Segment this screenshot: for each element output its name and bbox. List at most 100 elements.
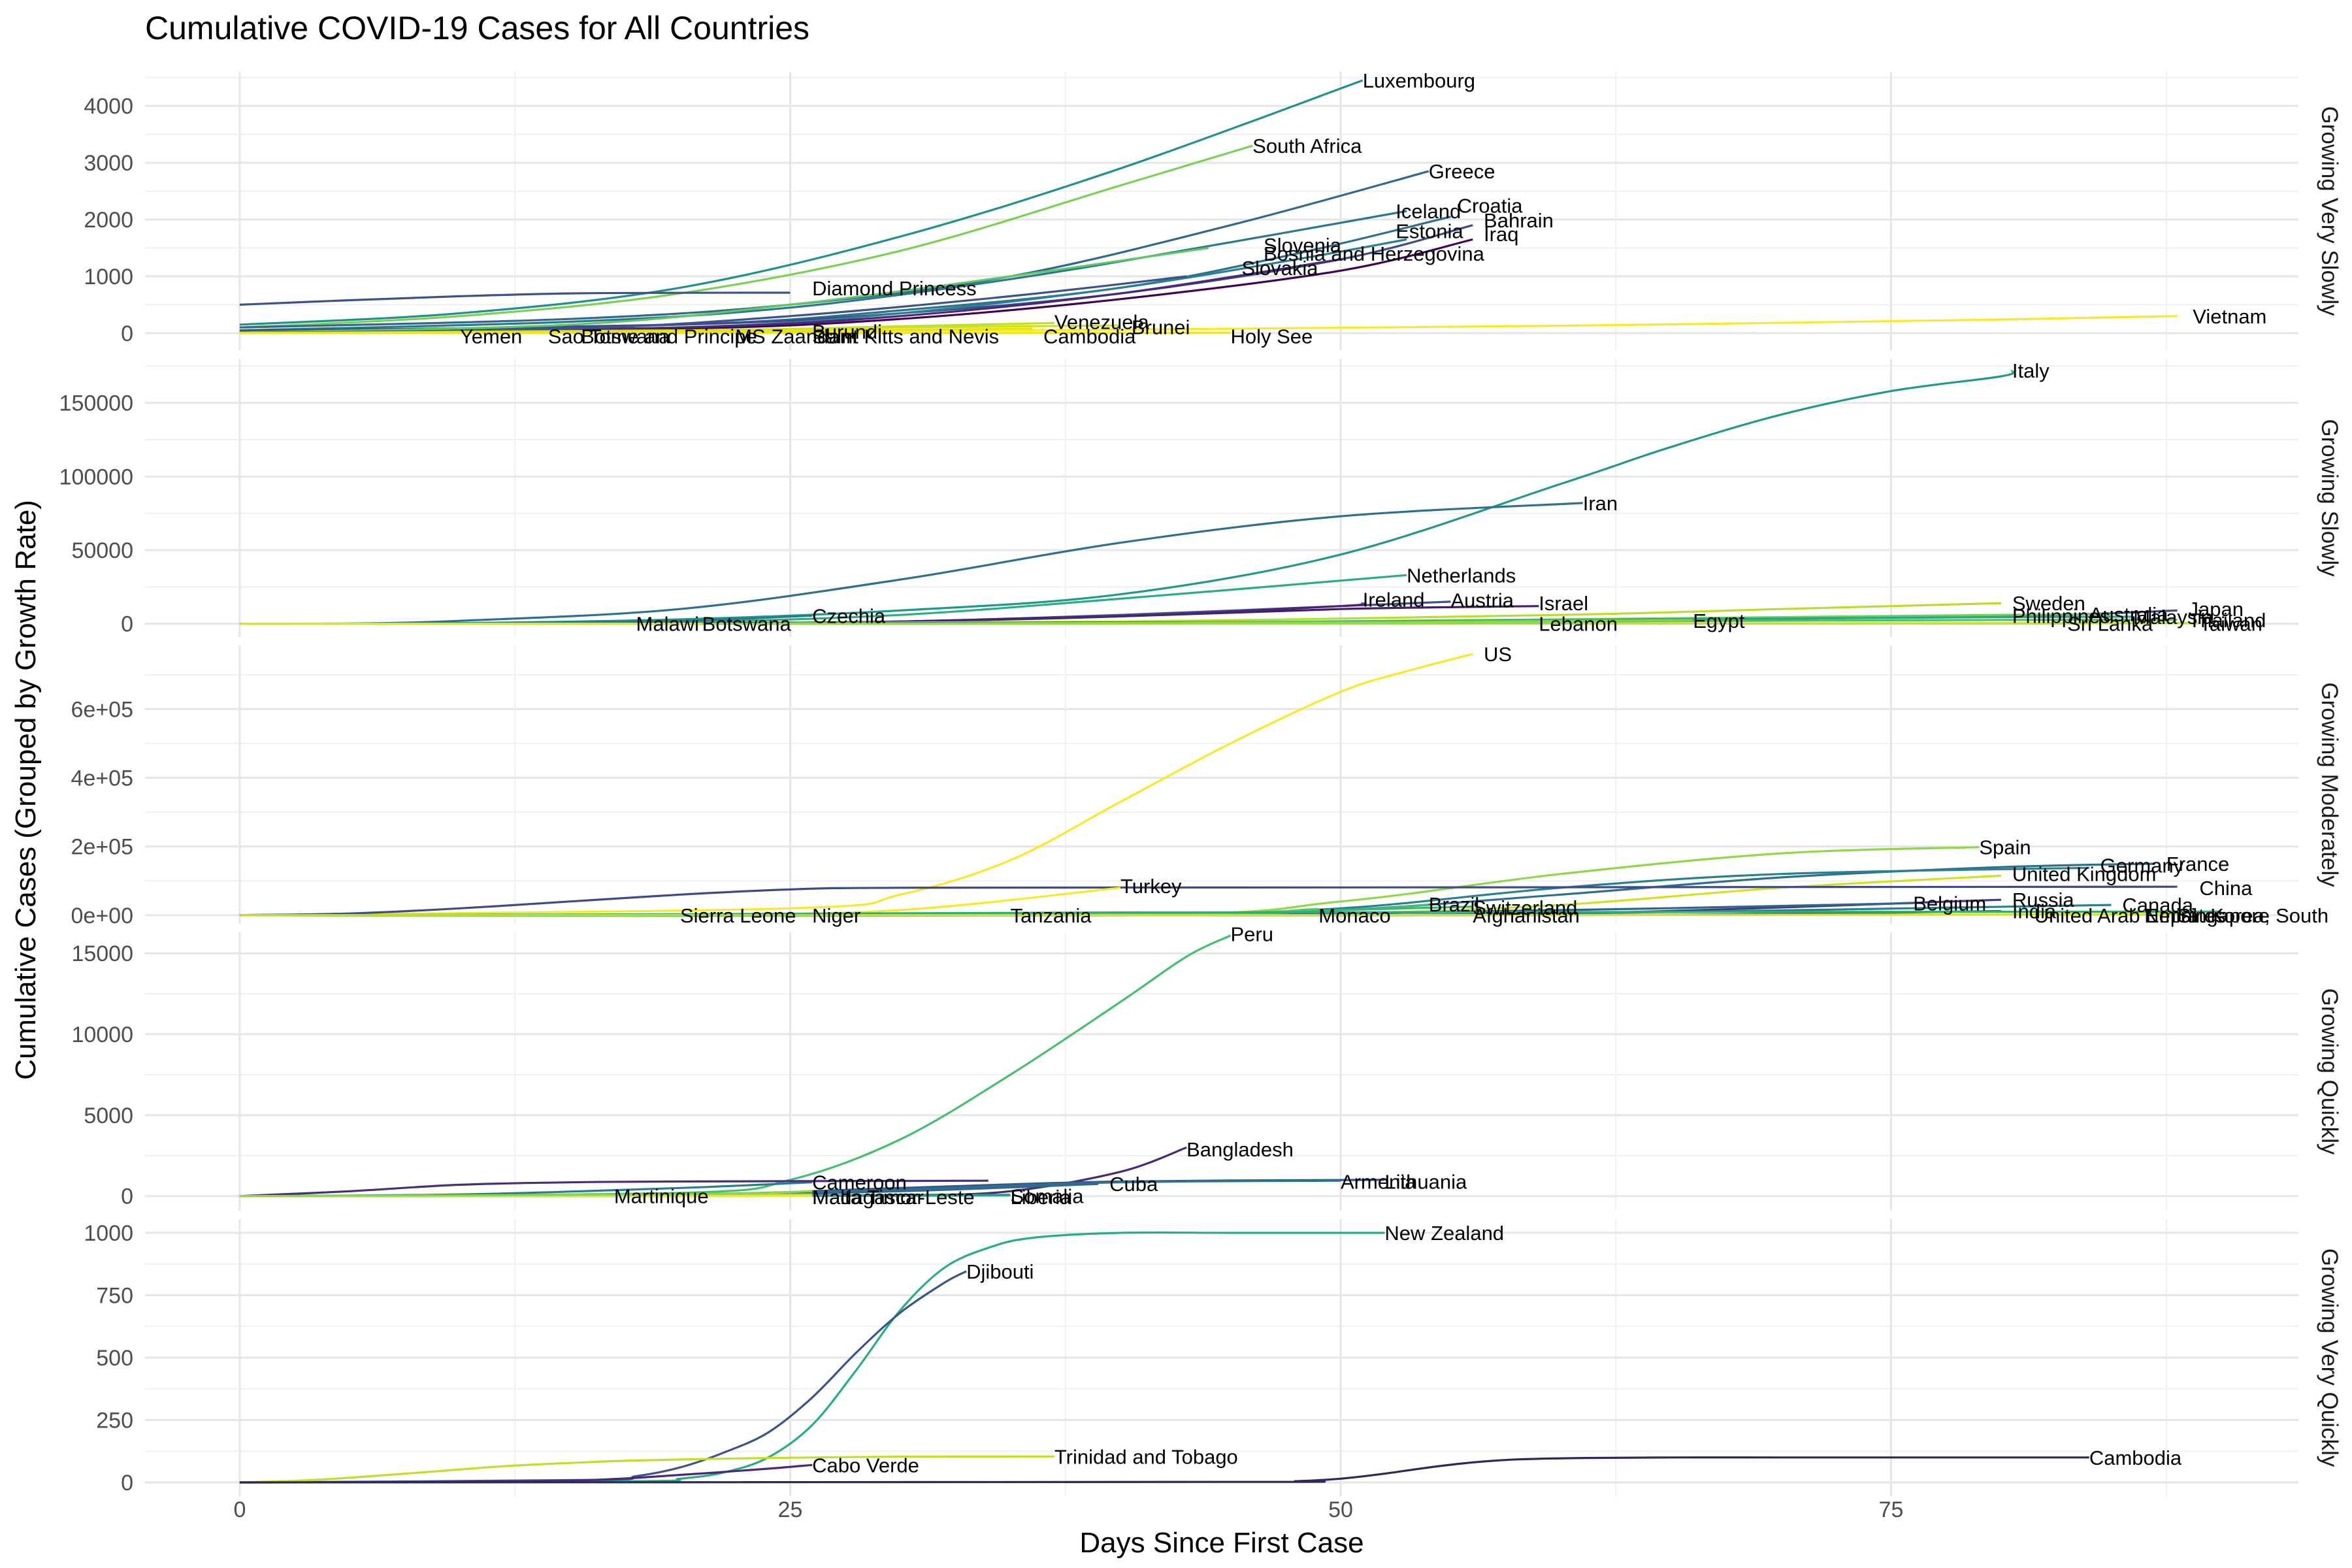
series-label: Botswana	[702, 613, 792, 636]
series-label: Bangladesh	[1186, 1138, 1294, 1161]
series-label: Djibouti	[966, 1260, 1034, 1283]
series-label: Croatia	[1458, 194, 1524, 217]
series-label: Yemen	[460, 325, 522, 348]
series-label: Malaysia	[2133, 606, 2213, 629]
series-label: Singapore	[2178, 904, 2270, 927]
y-tick-label: 1000	[84, 1221, 133, 1246]
series-label: Sao Tome and Principe	[548, 325, 757, 348]
series-line	[239, 170, 1429, 329]
series-label: Trinidad and Tobago	[1054, 1445, 1238, 1468]
series-label: Philippines	[2012, 604, 2110, 627]
y-tick-label: 3000	[84, 151, 133, 176]
y-tick-label: 100000	[59, 465, 133, 489]
series-label: Bahrain	[1484, 209, 1554, 232]
series-label: Vietnam	[2193, 305, 2266, 328]
strip-label: Growing Quickly	[2317, 988, 2342, 1155]
panels: 0 1000 2000 3000 4000 Luxembourg South Africa G…	[59, 69, 2342, 1496]
series-label: Italy	[2012, 359, 2050, 382]
series-label: Saint Kitts and Nevis	[812, 325, 999, 348]
chart-title: Cumulative COVID-19 Cases for All Countr…	[145, 10, 809, 46]
panel-3: 0 5000 10000 15000 Peru Bangladesh LithuaniaAr…	[71, 923, 2342, 1211]
series-label: Monaco	[1318, 904, 1390, 927]
series-label: US	[1484, 643, 1512, 666]
series-lines	[239, 369, 2200, 625]
series-label: Taiwan	[2199, 613, 2262, 636]
x-axis-title: Days Since First Case	[1079, 1527, 1364, 1559]
series-label: Malawi	[636, 613, 699, 636]
y-tick-label: 2000	[84, 208, 133, 233]
panel-4: 0 250 500 750 1000 New Zealand Djibouti Trinida…	[84, 1219, 2342, 1496]
series-label: Belgium	[1913, 892, 1986, 915]
y-tick-label: 150000	[59, 391, 133, 416]
series-label: New Zealand	[1384, 1222, 1504, 1245]
y-tick-label: 4e+05	[71, 766, 134, 791]
series-label: Malta	[812, 1186, 862, 1209]
series-label: Sweden	[2012, 592, 2085, 615]
strip-label: Growing Very Quickly	[2317, 1249, 2342, 1467]
panel-1: 050000100000150000ItalyIranNetherlandsAu…	[59, 359, 2342, 637]
series-label: Netherlands	[1407, 564, 1516, 587]
series-label: Lebanon	[1539, 613, 1618, 636]
series-label: Australia	[2089, 603, 2168, 626]
y-tick-label: 0	[121, 1184, 133, 1209]
x-axis: 0 25 50 75	[233, 1497, 1903, 1522]
series-label: Cameroon	[812, 1171, 907, 1194]
y-tick-label: 4000	[84, 94, 133, 119]
series-label: Israel	[1539, 592, 1588, 615]
series-label: United Kingdom	[2012, 863, 2157, 886]
series-label: Cambodia	[1043, 325, 1136, 348]
series-lines	[239, 934, 1385, 1198]
series-label: Slovakia	[1241, 257, 1318, 280]
strip-label: Growing Moderately	[2317, 682, 2342, 887]
series-label: Cabo Verde	[812, 1454, 919, 1477]
series-line	[239, 291, 791, 306]
series-line	[239, 1179, 988, 1198]
strip-label: Growing Slowly	[2317, 419, 2342, 577]
series-label: Timor-Leste	[867, 1186, 974, 1209]
series-label: Ireland	[1363, 589, 1425, 612]
y-tick-label: 0e+00	[71, 904, 134, 928]
series-label: Madagascar	[812, 1186, 924, 1209]
series-label: Czechia	[812, 604, 886, 627]
series-line	[239, 1231, 1385, 1484]
panel-0: 0 1000 2000 3000 4000 Luxembourg South Africa G…	[84, 69, 2342, 350]
series-line	[239, 1190, 813, 1198]
series-label: Liberia	[1010, 1186, 1071, 1209]
series-label: Greece	[1429, 160, 1495, 183]
series-label: Venezuela	[1054, 311, 1150, 334]
series-label: Peru	[1230, 923, 1273, 945]
series-label: Nepal	[2144, 904, 2197, 927]
series-lines	[239, 1231, 2089, 1484]
series-line	[239, 1456, 2089, 1484]
series-label: Iceland	[1396, 200, 1461, 223]
series-line	[239, 79, 1364, 326]
y-tick-label: 50000	[71, 538, 133, 563]
series-label: Iraq	[1484, 223, 1518, 246]
x-tick-label: 50	[1328, 1497, 1353, 1522]
series-lines	[239, 653, 2222, 917]
series-label: Canada	[2122, 894, 2193, 917]
series-label: Iran	[1583, 492, 1618, 515]
series-label: Lithuania	[1384, 1170, 1467, 1193]
series-label: Thailand	[2188, 609, 2266, 632]
series-label: MS Zaandam	[735, 325, 857, 348]
series-label: Estonia	[1396, 220, 1463, 242]
y-tick-label: 5000	[84, 1103, 133, 1128]
series-label: India	[2012, 900, 2057, 923]
y-tick-label: 10000	[71, 1022, 133, 1047]
series-label: Korea, South	[2210, 904, 2328, 927]
series-label: Egypt	[1693, 610, 1745, 632]
y-tick-label: 15000	[71, 941, 133, 966]
series-label: Afghanistan	[1473, 904, 1580, 927]
series-label: Turkey	[1120, 875, 1182, 898]
series-label: Somalia	[1010, 1185, 1084, 1208]
series-label: Brunei	[1132, 316, 1190, 338]
series-label: Luxembourg	[1363, 69, 1475, 92]
series-label: South Africa	[1252, 135, 1362, 157]
y-tick-label: 6e+05	[71, 697, 134, 722]
series-label: Bosnia and Herzegovina	[1264, 242, 1485, 265]
series-label: Japan	[2188, 598, 2243, 621]
series-lines	[239, 79, 2178, 335]
